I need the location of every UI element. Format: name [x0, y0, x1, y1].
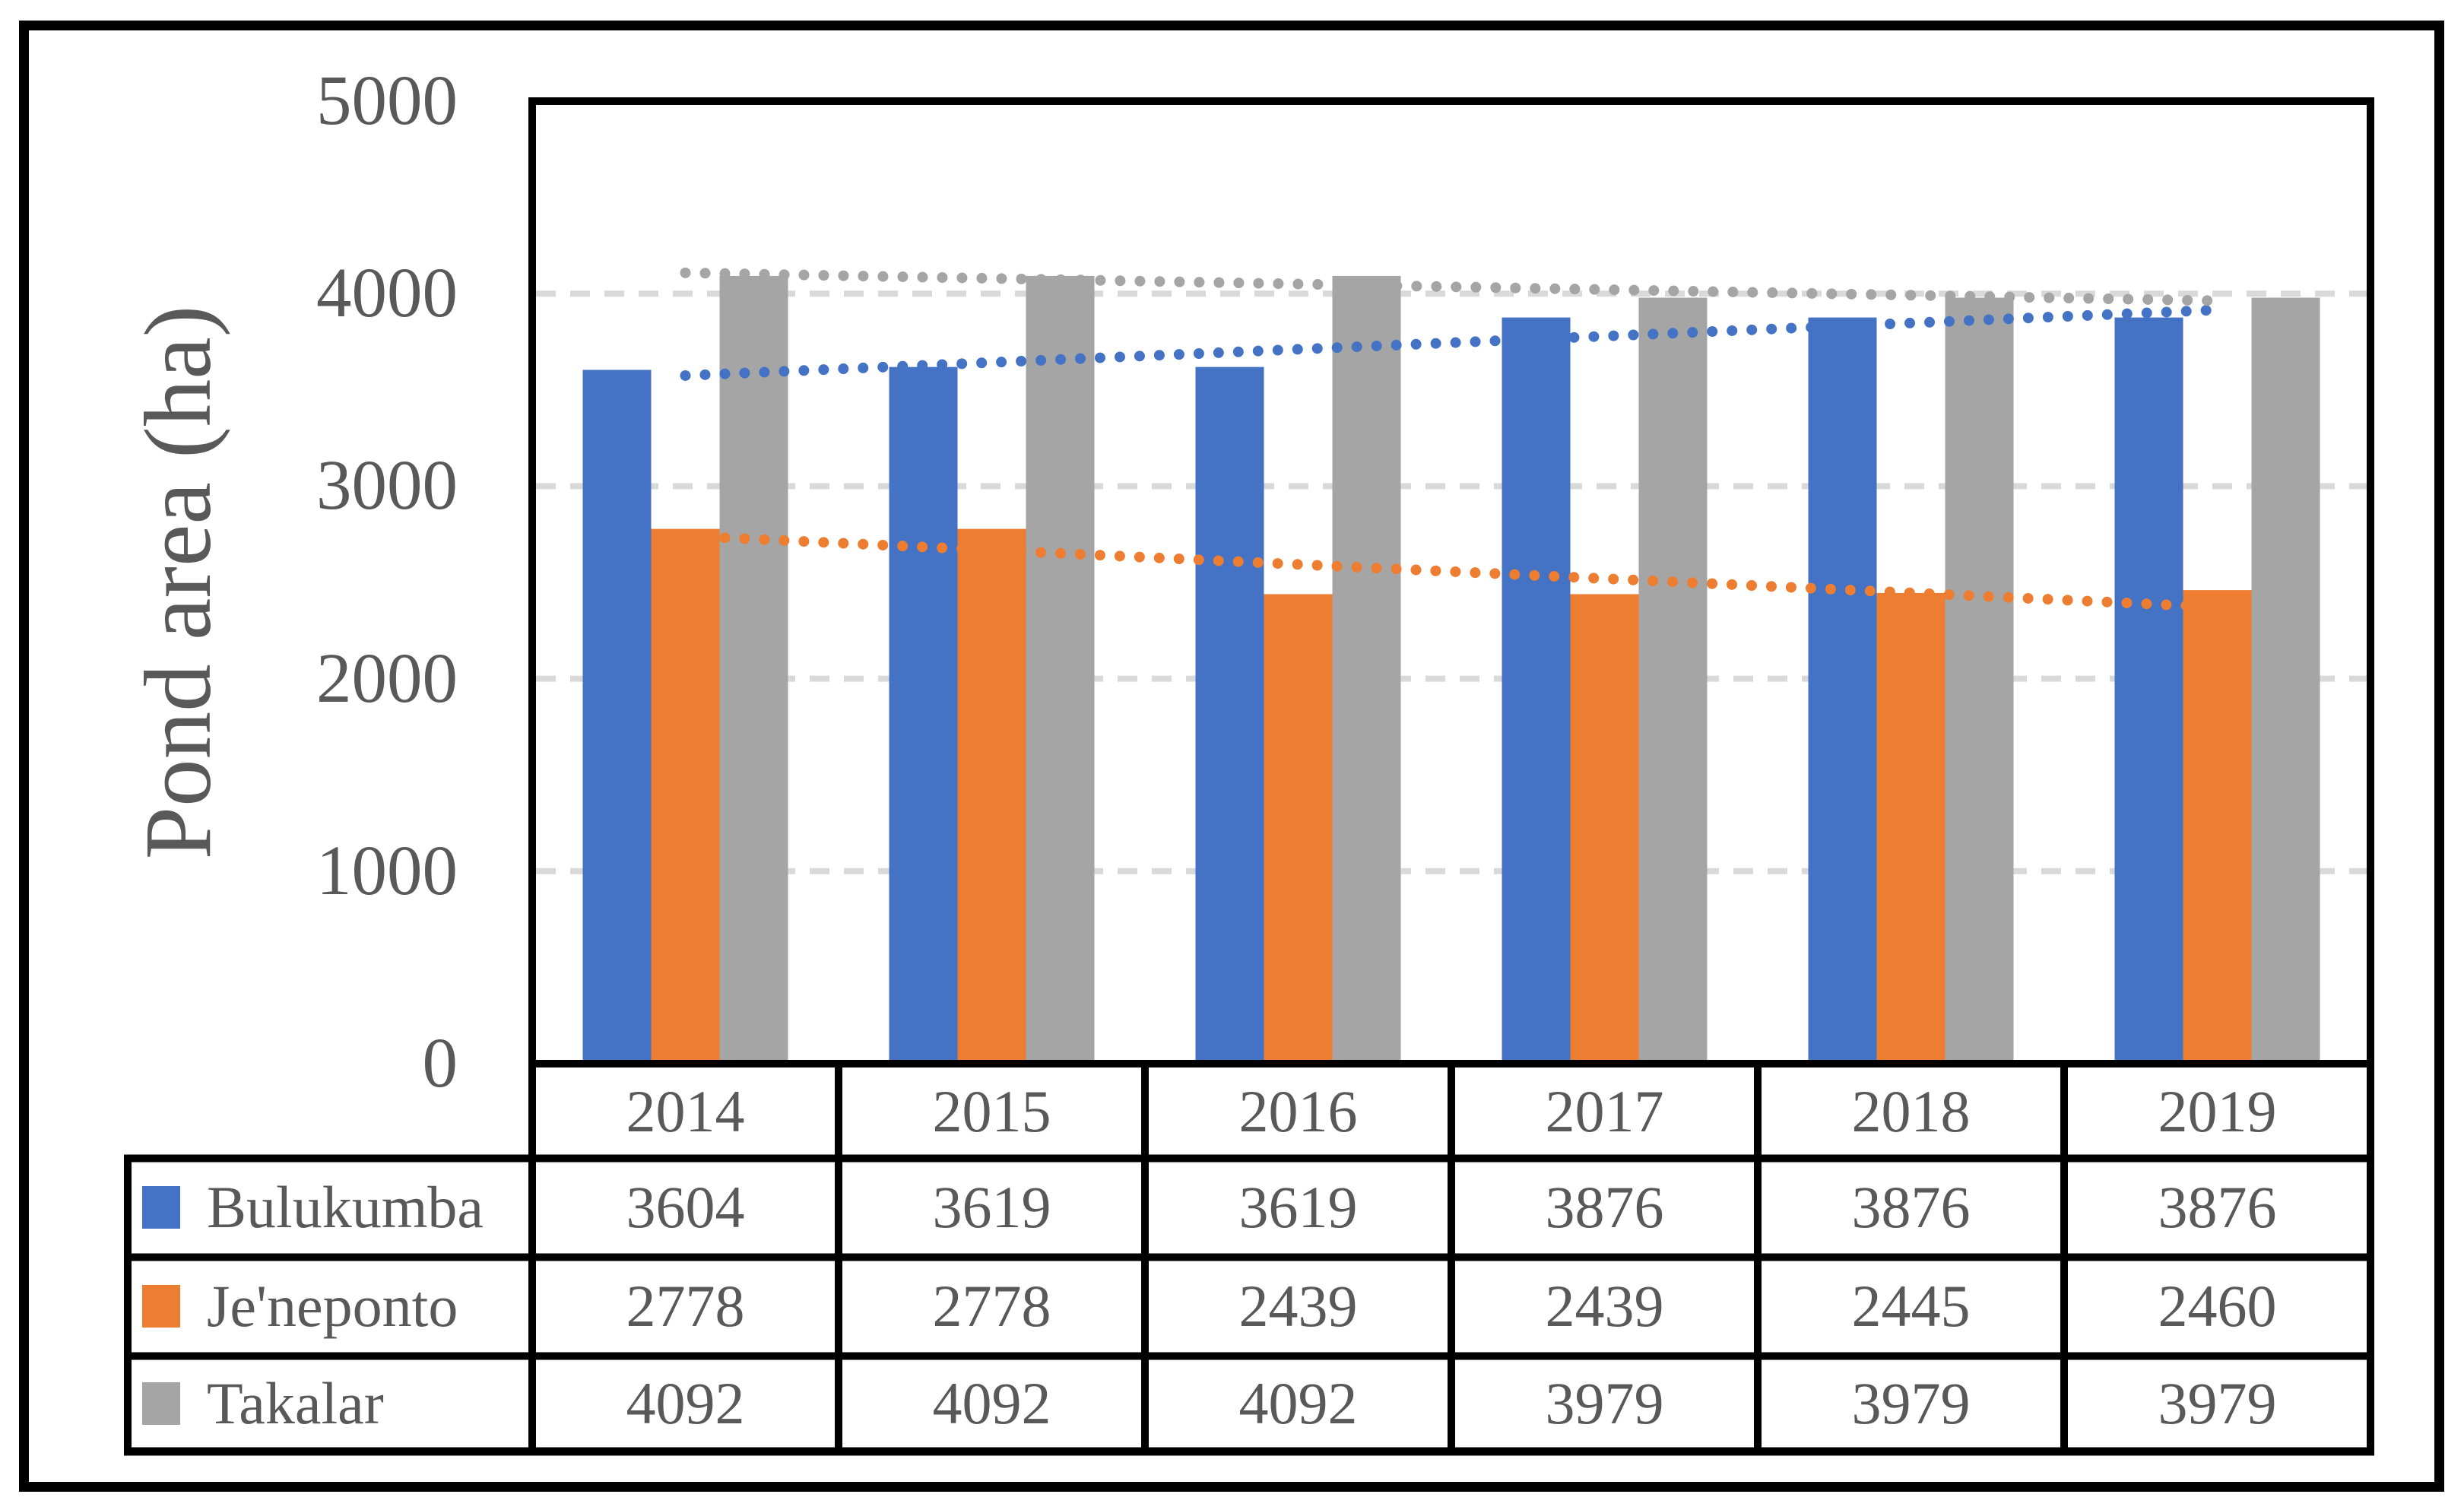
- bar-Takalar-2015: [1026, 275, 1095, 1064]
- figure-outer-border: [19, 21, 2444, 1492]
- y-tick-label: 3000: [316, 446, 458, 525]
- y-tick-label: 0: [422, 1023, 458, 1102]
- table-value: 3876: [2158, 1174, 2277, 1240]
- bar-Je'neponto-2018: [1876, 592, 1946, 1064]
- y-axis-title: Pond area (ha): [126, 305, 231, 860]
- table-value: 2445: [1851, 1273, 1971, 1339]
- category-label: 2017: [1545, 1077, 1664, 1144]
- trendline-Bulukumba: [680, 304, 2223, 381]
- bar-Takalar-2017: [1638, 297, 1708, 1064]
- table-value: 2460: [2158, 1273, 2277, 1339]
- table-value: 3876: [1545, 1174, 1664, 1240]
- bar-Takalar-2019: [2251, 297, 2320, 1064]
- plot-border: [528, 97, 2374, 1067]
- bar-Bulukumba-2019: [2114, 317, 2183, 1064]
- bars-layer: [582, 275, 2320, 1064]
- bar-Takalar-2018: [1945, 297, 2014, 1064]
- category-label: 2018: [1851, 1077, 1971, 1144]
- bar-Je'neponto-2015: [957, 528, 1026, 1064]
- table-value: 3979: [2158, 1370, 2277, 1436]
- category-label: 2019: [2158, 1077, 2277, 1144]
- table-value: 3876: [1851, 1174, 1971, 1240]
- bar-Je'neponto-2014: [651, 528, 720, 1064]
- bar-Je'neponto-2016: [1264, 594, 1333, 1064]
- table-value: 4092: [626, 1370, 745, 1436]
- category-label: 2016: [1238, 1077, 1358, 1144]
- y-tick-label: 2000: [316, 639, 458, 718]
- table-value: 2778: [932, 1273, 1051, 1339]
- bar-Je'neponto-2019: [2183, 590, 2252, 1064]
- table-value: 4092: [932, 1370, 1051, 1436]
- table-value: 3979: [1545, 1370, 1664, 1436]
- legend-swatch-takalar: [142, 1382, 180, 1425]
- legend-swatch-bulukumba: [142, 1186, 180, 1229]
- bar-Bulukumba-2017: [1502, 317, 1571, 1064]
- table-value: 3979: [1851, 1370, 1971, 1436]
- table-value: 4092: [1238, 1370, 1358, 1436]
- bar-Takalar-2014: [719, 275, 788, 1064]
- series-name: Takalar: [207, 1370, 384, 1436]
- y-tick-label: 4000: [316, 253, 458, 332]
- y-tick-label: 1000: [316, 831, 458, 910]
- bar-Takalar-2016: [1332, 275, 1401, 1064]
- series-name: Bulukumba: [207, 1174, 484, 1240]
- bar-Bulukumba-2016: [1195, 366, 1264, 1064]
- bar-Bulukumba-2014: [582, 370, 652, 1064]
- category-label: 2015: [932, 1077, 1051, 1144]
- trendline-Je'neponto: [680, 530, 2223, 613]
- table-value: 3619: [932, 1174, 1051, 1240]
- trendlines-layer: [680, 267, 2223, 613]
- trendline-Takalar: [680, 267, 2223, 306]
- y-tick-label: 5000: [316, 61, 458, 140]
- legend-swatch-jeneponto: [142, 1285, 180, 1328]
- bar-Je'neponto-2017: [1570, 594, 1639, 1064]
- table-value: 2778: [626, 1273, 745, 1339]
- bar-Bulukumba-2018: [1808, 317, 1877, 1064]
- gridlines: [536, 290, 2367, 874]
- series-name: Je'neponto: [207, 1273, 458, 1339]
- table-value: 2439: [1238, 1273, 1358, 1339]
- table-value: 3604: [626, 1174, 745, 1240]
- category-label: 2014: [626, 1077, 745, 1144]
- bar-Bulukumba-2015: [889, 366, 958, 1064]
- table-value: 3619: [1238, 1174, 1358, 1240]
- table-value: 2439: [1545, 1273, 1664, 1339]
